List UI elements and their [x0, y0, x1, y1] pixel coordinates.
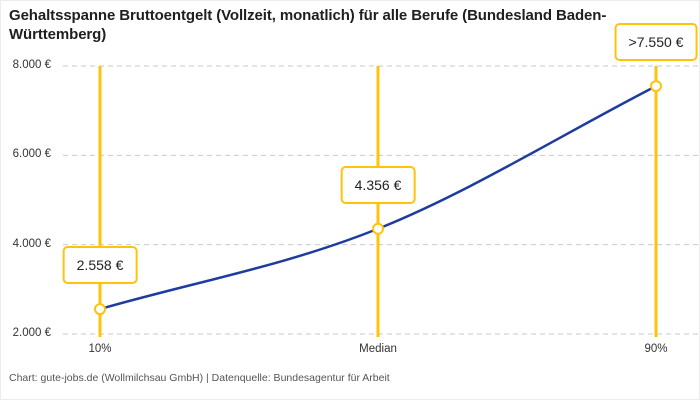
x-axis-tick-label-90th-percentile: 90% [644, 343, 668, 355]
data-point-marker [372, 222, 384, 235]
value-label-90th-percentile: >7.550 € [614, 23, 698, 62]
chart-title: Gehaltsspanne Bruttoentgelt (Vollzeit, m… [9, 7, 607, 43]
y-axis-tick-label-4000: 4.000 € [12, 237, 51, 250]
value-label-10th-percentile: 2.558 € [62, 246, 138, 285]
y-axis-tick-label-8000: 8.000 € [12, 59, 51, 71]
y-axis-tick-label-2000: 2.000 € [12, 327, 51, 339]
attribution-text: Chart: gute-jobs.de (Wollmilchsau GmbH) … [9, 372, 390, 384]
x-axis-tick-label-median: Median [359, 343, 397, 355]
value-label-median: 4.356 € [340, 165, 416, 204]
data-point-marker [94, 303, 106, 316]
y-axis-tick-label-6000: 6.000 € [12, 148, 51, 161]
x-axis-tick-label-10th-percentile: 10% [88, 343, 112, 355]
data-point-marker [650, 80, 662, 93]
